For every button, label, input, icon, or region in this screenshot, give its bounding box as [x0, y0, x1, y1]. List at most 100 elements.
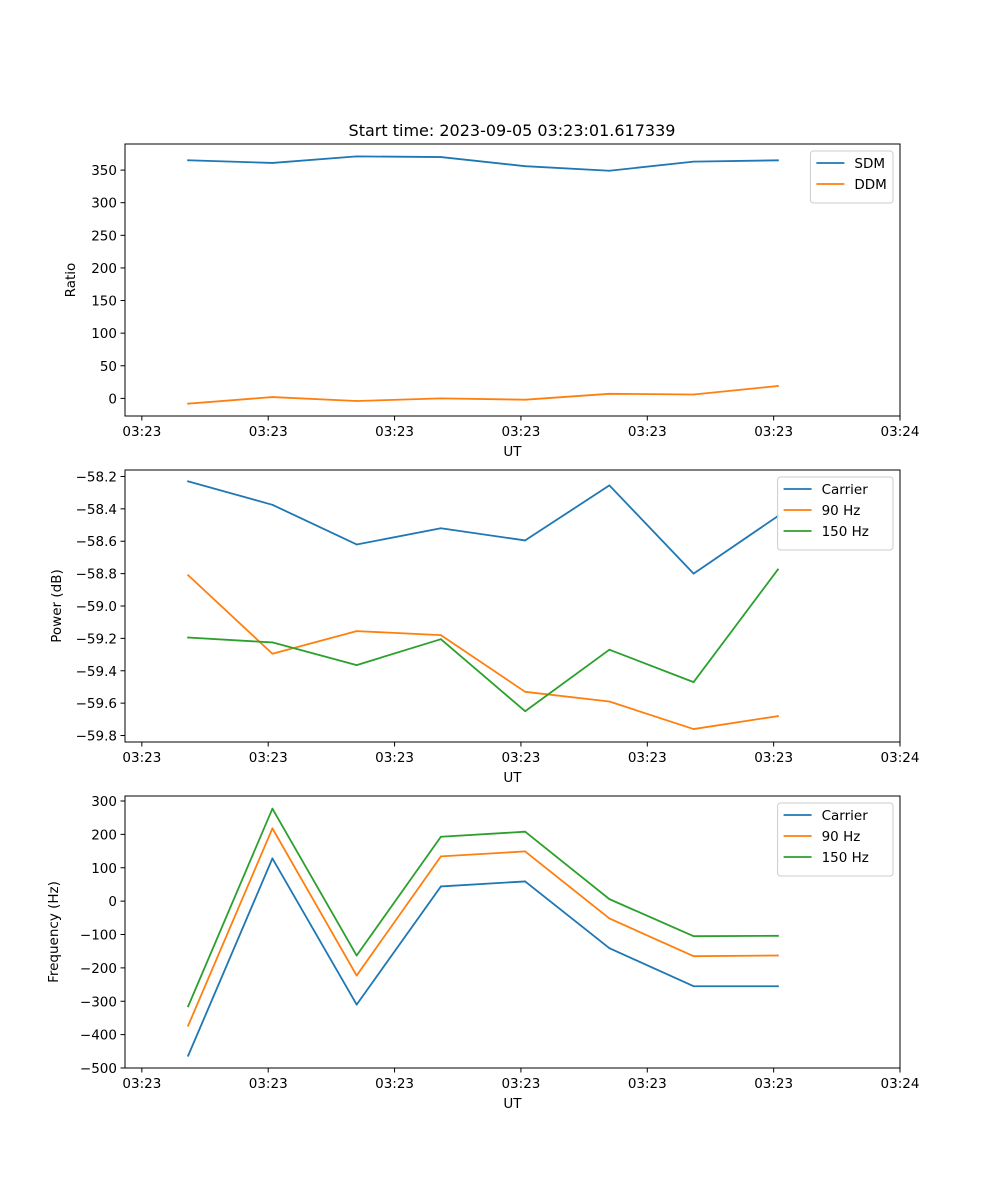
power-y-tick-label: −59.2	[76, 631, 117, 647]
ratio-axes-frame	[124, 143, 901, 417]
frequency-series-carrier-point	[608, 947, 611, 950]
power-x-tick-label: 03:23	[754, 750, 793, 766]
frequency-x-tick-label: 03:23	[375, 1076, 414, 1092]
ratio-series-ddm-point	[355, 400, 358, 402]
frequency-x-tick-label: 03:23	[122, 1076, 161, 1092]
frequency-legend-label-150-hz: 150 Hz	[822, 850, 869, 866]
power-y-axis-label: Power (dB)	[49, 569, 65, 642]
frequency-y-tick-label: 0	[108, 894, 117, 910]
power-x-tick-label: 03:23	[375, 750, 414, 766]
frequency-y-tick-label: −500	[80, 1061, 117, 1077]
frequency-series-150-hz-point	[524, 830, 527, 833]
power-series-carrier-point	[271, 503, 274, 506]
power-legend-label-carrier: Carrier	[822, 482, 869, 498]
frequency-x-axis-label: UT	[503, 1096, 522, 1112]
frequency-y-tick-label: −200	[80, 961, 117, 977]
ratio-x-tick-label: 03:23	[501, 424, 540, 440]
ratio-panel: 03:23 03:23 03:23 03:23 03:23 03:23 03:24 0 50 10…	[63, 143, 920, 460]
ratio-x-tick-label: 03:23	[375, 424, 414, 440]
ratio-x-tick-label: 03:23	[628, 424, 667, 440]
frequency-legend: Carrier 90 Hz 150 Hz	[777, 802, 894, 877]
ratio-legend-label-sdm: SDM	[854, 156, 885, 172]
power-series-carrier-point	[187, 480, 190, 483]
frequency-series-carrier-point	[271, 857, 274, 860]
frequency-x-tick-label: 03:23	[501, 1076, 540, 1092]
frequency-series-90-hz-point	[692, 955, 695, 958]
ratio-series-sdm-point	[692, 160, 695, 163]
power-x-tick-label: 03:23	[501, 750, 540, 766]
power-y-tick-label: −58.2	[76, 469, 117, 485]
ratio-series-sdm-point	[608, 169, 611, 172]
power-x-tick-label: 03:23	[249, 750, 288, 766]
ratio-series-ddm-line	[187, 385, 779, 405]
ratio-legend: SDM DDM	[809, 150, 894, 204]
frequency-series-150-hz-line	[186, 807, 779, 1008]
frequency-legend-label-90-hz: 90 Hz	[822, 829, 861, 845]
frequency-series-carrier-point	[187, 1054, 190, 1057]
frequency-series-150-hz-point	[355, 954, 358, 957]
frequency-series-150-hz-point	[692, 935, 695, 938]
frequency-series-150-hz-point	[187, 1005, 190, 1008]
ratio-y-tick-label: 150	[91, 294, 117, 310]
ratio-series-sdm-line	[187, 155, 779, 172]
power-legend: Carrier 90 Hz 150 Hz	[777, 476, 894, 551]
frequency-y-tick-label: −400	[80, 1028, 117, 1044]
frequency-y-tick-label: 300	[91, 794, 117, 810]
ratio-series-sdm-point	[776, 159, 779, 162]
power-y-tick-label: −58.4	[76, 502, 117, 518]
frequency-series-90-hz-point	[271, 827, 274, 830]
power-series-150-hz-point	[692, 681, 695, 683]
frequency-series-carrier-point	[439, 885, 442, 888]
power-series-150-hz-point	[524, 710, 527, 713]
frequency-series-90-hz-line	[186, 827, 779, 1027]
frequency-series-150-hz-point	[439, 835, 442, 838]
ratio-series-sdm-point	[439, 156, 442, 158]
power-x-tick-label: 03:23	[628, 750, 667, 766]
power-y-tick-label: −59.4	[76, 664, 117, 680]
power-series-90-hz-point	[608, 700, 611, 703]
power-panel: 03:23 03:23 03:23 03:23 03:23 03:23 03:24 −59.8…	[49, 469, 919, 786]
power-x-tick-label: 03:24	[881, 750, 920, 766]
ratio-series-ddm-point	[187, 402, 190, 405]
ratio-series-ddm-point	[524, 398, 527, 401]
figure-title: Start time: 2023-09-05 03:23:01.617339	[349, 121, 676, 140]
power-series-150-hz-point	[608, 648, 611, 651]
power-series-150-hz-point	[355, 664, 358, 666]
power-y-tick-label: −58.6	[76, 534, 117, 550]
frequency-series-carrier-line	[186, 857, 779, 1057]
ratio-y-axis-label: Ratio	[63, 263, 79, 298]
frequency-series-carrier-point	[355, 1003, 358, 1006]
ratio-y-tick-label: 100	[91, 326, 117, 342]
power-series-150-hz-point	[776, 568, 779, 571]
frequency-x-tick-label: 03:23	[249, 1076, 288, 1092]
frequency-series-carrier-point	[692, 985, 695, 988]
frequency-y-tick-label: 200	[91, 827, 117, 843]
frequency-y-axis-label: Frequency (Hz)	[46, 881, 62, 983]
frequency-series-carrier-point	[776, 985, 779, 988]
power-series-90-hz-line	[186, 573, 779, 730]
ratio-y-tick-label: 350	[91, 163, 117, 179]
frequency-series-150-hz-point	[776, 934, 779, 937]
ratio-legend-label-ddm: DDM	[854, 177, 886, 193]
ratio-series-ddm-point	[439, 397, 442, 400]
power-y-tick-label: −59.0	[76, 599, 117, 615]
ratio-series-ddm-point	[776, 385, 779, 387]
frequency-x-tick-label: 03:23	[628, 1076, 667, 1092]
power-series-carrier-point	[524, 539, 527, 542]
ratio-y-tick-label: 200	[91, 261, 117, 277]
power-series-carrier-point	[692, 572, 695, 575]
power-series-90-hz-point	[776, 715, 779, 717]
ratio-y-tick-label: 50	[100, 359, 117, 375]
power-series-150-hz-point	[187, 636, 190, 639]
power-series-90-hz-point	[439, 634, 442, 637]
ratio-x-tick-label: 03:23	[122, 424, 161, 440]
ratio-y-tick-label: 300	[91, 196, 117, 212]
frequency-series-90-hz-point	[776, 954, 779, 957]
power-y-tick-label: −58.8	[76, 567, 117, 583]
power-x-tick-label: 03:23	[122, 750, 161, 766]
ratio-series-sdm-point	[271, 162, 274, 164]
ratio-x-tick-label: 03:24	[881, 424, 920, 440]
ratio-series-ddm-point	[692, 393, 695, 396]
frequency-panel: 03:23 03:23 03:23 03:23 03:23 03:23 03:24 −500 −…	[46, 794, 919, 1112]
frequency-y-tick-label: −100	[80, 928, 117, 944]
